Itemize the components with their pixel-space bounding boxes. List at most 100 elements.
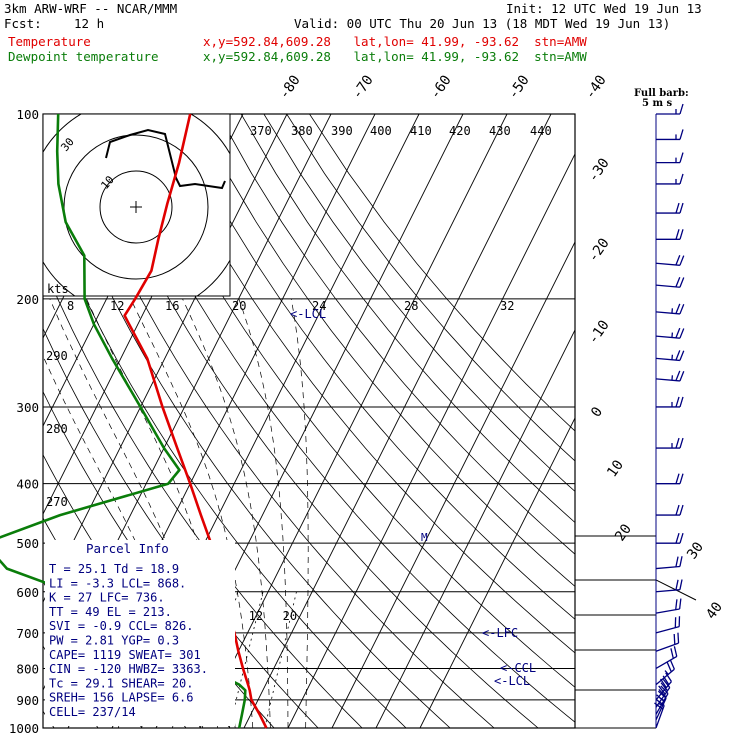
wind-barb-flag (666, 661, 672, 673)
dewpoint-legend-info: x,y=592.84,609.28 lat,lon= 41.99, -93.62… (203, 49, 587, 64)
isotherm-top-label: -70 (349, 72, 377, 102)
parcel-info-row: SVI = -0.9 CCL= 826. (49, 619, 194, 633)
hodograph-speed-label: 20 (232, 299, 246, 313)
temperature-legend-label: Temperature (8, 34, 91, 49)
isotherm-right-label: 0 (588, 404, 606, 420)
wind-barb-flag (679, 202, 684, 214)
theta-left-label: 270 (46, 495, 68, 509)
wind-barb-flag (679, 532, 684, 544)
temperature-legend-info: x,y=592.84,609.28 lat,lon= 41.99, -93.62… (203, 34, 587, 49)
wind-barb-flag (677, 632, 680, 644)
plot-frame (42, 113, 576, 729)
dewpoint-line (0, 113, 247, 729)
wind-barb-staff (655, 626, 680, 634)
isotherm-right-label: 40 (703, 599, 726, 622)
hodograph-speed-label: 28 (404, 299, 418, 313)
pressure-tick-label: 100 (16, 107, 39, 122)
wind-barb-half-flag (664, 670, 669, 675)
hodograph-trace (105, 128, 226, 190)
wind-barb-flag (675, 229, 680, 240)
wind-barb-flag (675, 599, 678, 610)
parcel-info-row: PW = 2.81 YGP= 0.3 (49, 634, 179, 648)
isotherm-right-label: -20 (585, 235, 613, 265)
mixing-ratio-label: 12 (249, 609, 263, 623)
isotherm-top-label: -40 (582, 72, 610, 102)
dry-adiabat-line (58, 114, 495, 728)
isotherm-line (43, 114, 288, 604)
dry-adiabat-line (43, 198, 407, 728)
barb-legend-line1: Full barb: (634, 88, 689, 99)
theta-label: 410 (410, 124, 432, 138)
parcel-info-title: Parcel Info (86, 541, 169, 556)
isotherm-line (331, 240, 575, 728)
dry-adiabat-line (81, 114, 539, 728)
wind-barb-flag (658, 685, 666, 695)
forecast-label: Fcst: (4, 16, 42, 31)
theta-label: 440 (530, 124, 552, 138)
wind-barb-flag (679, 103, 684, 115)
parcel-info-row: CAPE= 1119 SWEAT= 301 (49, 648, 201, 662)
lcl-el-annotation: <-LCL (290, 307, 326, 321)
dry-adiabat-line (217, 114, 575, 555)
moist-adiabat-line (290, 298, 309, 728)
pressure-tick-label: 500 (16, 536, 39, 551)
pressure-tick-label: 200 (16, 292, 39, 307)
parcel-info-row: CIN = -120 HWBZ= 3363. (49, 662, 208, 676)
wind-barb-flag (675, 437, 680, 449)
parcel-info-row: K = 27 LFC= 736. (49, 591, 165, 605)
hodograph-speed-label: 24 (312, 299, 326, 313)
wind-barb-flag (679, 328, 685, 339)
parcel-info-row: T = 25.1 Td = 18.9 (49, 562, 179, 576)
wind-barb-flag (675, 255, 681, 266)
isotherm-top-label: -50 (505, 72, 533, 102)
isotherm-top-label: -60 (427, 72, 455, 102)
model-title: 3km ARW-WRF -- NCAR/MMM (4, 1, 178, 16)
isotherm-right-label: 20 (612, 521, 635, 544)
init-time: Init: 12 UTC Wed 19 Jun 13 (506, 1, 702, 16)
hodograph-ring (99, 170, 173, 244)
parcel-info-panel (45, 540, 235, 726)
isotherm-right-label: 10 (604, 457, 627, 480)
theta-label: 390 (331, 124, 353, 138)
wind-barb-flag (675, 473, 680, 484)
theta-left-label: 290 (46, 349, 68, 363)
el-marker: M (421, 531, 428, 544)
theta-label: 370 (250, 124, 272, 138)
barb-legend-line2: 5 m s (642, 98, 673, 109)
dry-adiabat-line (263, 114, 575, 492)
isotherm-right-label: 30 (684, 539, 707, 562)
pressure-tick-label: 700 (16, 626, 39, 641)
parcel-info-row: TT = 49 EL = 213. (49, 605, 172, 619)
dry-adiabat-line (126, 114, 575, 688)
wind-barb-flag (679, 350, 685, 361)
lcl-annotation: <-LCL (494, 674, 530, 688)
wind-barb-flag (673, 633, 676, 645)
isotherm-right-label: -10 (585, 317, 613, 347)
ccl-annotation: <-CCL (500, 661, 536, 675)
wind-barb-flag (679, 371, 685, 382)
hodograph-speed-label: 8 (67, 299, 74, 313)
wind-barb-flag (679, 579, 683, 590)
wind-barb-flag (679, 504, 684, 516)
theta-label: 380 (291, 124, 313, 138)
temperature-line (123, 113, 268, 729)
parcel-info-row: CELL= 237/14 (49, 705, 136, 719)
dry-adiabat-line (240, 114, 575, 524)
wind-barb-flag (675, 370, 681, 381)
wind-barb-flag (678, 598, 682, 610)
dry-adiabat-line (286, 114, 575, 462)
wind-barb-flag (662, 678, 671, 688)
wind-barb-flag (675, 396, 680, 408)
wind-barb-flag (660, 682, 668, 692)
dry-adiabat-line (309, 114, 575, 432)
isotherm-right-label: -30 (585, 155, 613, 185)
theta-left-label: 280 (46, 422, 68, 436)
wind-barb-flag (679, 277, 685, 288)
isotherm-line (375, 328, 575, 728)
wind-barb-flag (675, 579, 679, 591)
wind-barb-flag (679, 255, 685, 266)
mixing-ratio-label: 20 (283, 609, 297, 623)
dry-adiabat-line (149, 114, 575, 654)
